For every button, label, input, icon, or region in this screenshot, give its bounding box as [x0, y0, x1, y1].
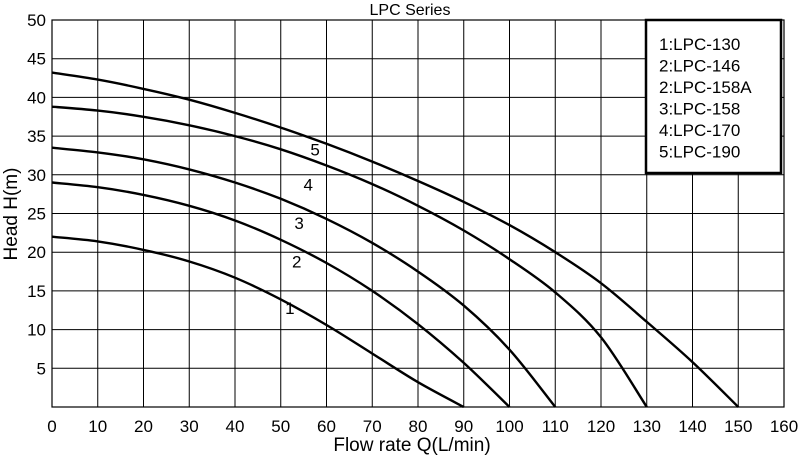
x-axis-ticks: 0 10 20 30 40 50 60 70 80 90 100 110 120 130 140 150 160 — [47, 417, 798, 436]
legend: 1:LPC-130 2:LPC-146 2:LPC-158A 3:LPC-158 4:L… — [644, 18, 783, 175]
curve-label-5: 5 — [310, 140, 319, 159]
x-tick-label: 110 — [542, 417, 569, 436]
curve-labels: 1 2 3 4 5 — [285, 140, 320, 318]
x-tick-label: 30 — [180, 417, 199, 436]
x-tick-label: 50 — [271, 417, 290, 436]
series-line-3 — [51, 146, 557, 408]
y-tick-label: 45 — [27, 50, 46, 69]
x-tick-label: 90 — [454, 417, 473, 436]
x-tick-label: 10 — [88, 417, 107, 436]
y-tick-label: 5 — [37, 359, 46, 378]
x-tick-label: 120 — [587, 417, 615, 436]
curve-label-4: 4 — [303, 175, 312, 194]
x-tick-label: 140 — [678, 417, 706, 436]
legend-entry: 1:LPC-130 — [659, 35, 740, 54]
legend-entries: 1:LPC-130 2:LPC-146 2:LPC-158A 3:LPC-158 4:L… — [659, 35, 752, 162]
x-tick-label: 100 — [495, 417, 523, 436]
x-tick-label: 70 — [363, 417, 382, 436]
legend-entry: 5:LPC-190 — [659, 143, 740, 162]
y-tick-label: 40 — [27, 88, 46, 107]
y-tick-label: 20 — [27, 243, 46, 262]
legend-box — [644, 18, 783, 175]
legend-entry: 4:LPC-170 — [659, 121, 740, 140]
x-tick-label: 40 — [226, 417, 245, 436]
x-tick-label: 160 — [770, 417, 798, 436]
series-line-5 — [51, 71, 740, 408]
y-tick-label: 15 — [27, 282, 46, 301]
legend-entry: 3:LPC-158 — [659, 100, 740, 119]
series-line-1 — [51, 235, 465, 409]
x-tick-label: 20 — [134, 417, 153, 436]
legend-entry: 2:LPC-158A — [659, 78, 752, 97]
series-curves — [51, 71, 740, 409]
y-tick-label: 50 — [27, 11, 46, 30]
y-tick-label: 35 — [27, 127, 46, 146]
x-tick-label: 130 — [633, 417, 661, 436]
curve-label-3: 3 — [294, 214, 303, 233]
legend-entry: 2:LPC-146 — [659, 57, 740, 76]
x-tick-label: 80 — [409, 417, 428, 436]
y-tick-label: 25 — [27, 205, 46, 224]
grid-lines — [51, 19, 785, 407]
y-tick-label: 10 — [27, 321, 46, 340]
series-line-4 — [51, 105, 648, 408]
y-axis-ticks: 5 10 15 20 25 30 35 40 45 50 — [27, 11, 46, 378]
x-axis-title: Flow rate Q(L/min) — [333, 435, 490, 456]
curve-label-1: 1 — [285, 299, 294, 318]
curve-label-2: 2 — [292, 253, 301, 272]
plot-frame — [51, 19, 785, 408]
y-axis-title: Head H(m) — [1, 168, 22, 261]
series-line-2 — [51, 181, 511, 408]
x-tick-label: 60 — [317, 417, 336, 436]
x-tick-label: 150 — [724, 417, 752, 436]
chart-title: LPC Series — [370, 2, 451, 19]
y-tick-label: 30 — [27, 166, 46, 185]
x-tick-label: 0 — [47, 417, 56, 436]
